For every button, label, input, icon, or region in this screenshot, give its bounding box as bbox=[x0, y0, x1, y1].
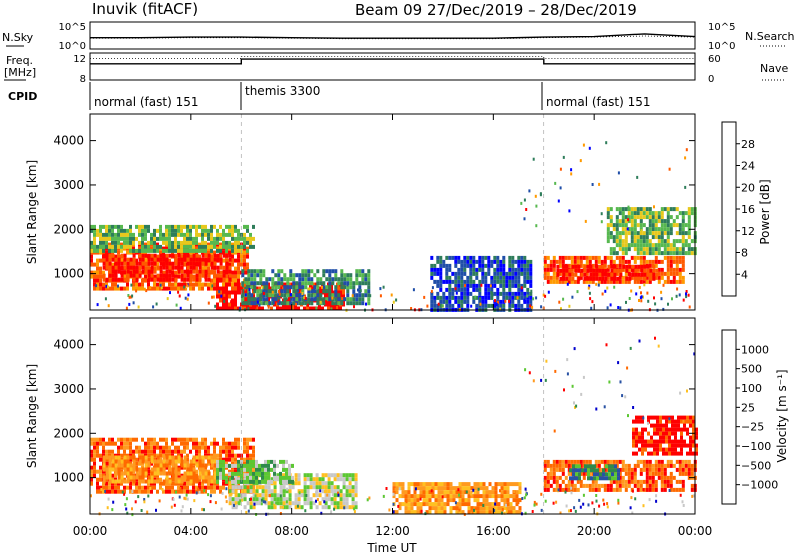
velocity-colorbar-tick-label: −500 bbox=[741, 459, 771, 472]
power-ytick-label: 4000 bbox=[53, 134, 84, 148]
sky-series-nsearch bbox=[90, 35, 696, 40]
nsearch-label: N.Search bbox=[745, 30, 795, 43]
power-colorbar-tick-label: 8 bbox=[741, 247, 748, 260]
time-axis-ticks: 00:00 04:00 08:00 12:00 16:00 20:00 00:00 bbox=[73, 114, 713, 538]
velocity-colorbar-label: Velocity [m s⁻¹] bbox=[775, 369, 789, 462]
velocity-colorbar-tick-label: −100 bbox=[741, 440, 771, 453]
freq-right-top-tick: 60 bbox=[708, 54, 721, 65]
sky-right-top-tick: 10^5 bbox=[708, 22, 735, 33]
velocity-ytick-label: 4000 bbox=[53, 338, 84, 352]
sky-panel-frame bbox=[89, 21, 696, 50]
power-colorbar-tick-label: 24 bbox=[741, 160, 755, 173]
time-tick-label: 00:00 bbox=[678, 524, 713, 538]
cpid-label: CPID bbox=[8, 90, 37, 103]
freq-label-line2: [MHz] bbox=[4, 66, 36, 79]
velocity-region-5 bbox=[543, 459, 697, 492]
time-tick-label: 08:00 bbox=[274, 524, 309, 538]
freq-series-freq bbox=[90, 58, 695, 65]
power-y-axis-label: Slant Range [km] bbox=[25, 160, 39, 264]
power-y-ticks: 1000 2000 3000 4000 bbox=[53, 134, 695, 281]
power-ytick-label: 2000 bbox=[53, 222, 84, 236]
nave-label: Nave bbox=[760, 62, 788, 75]
velocity-ytick-label: 1000 bbox=[53, 471, 84, 485]
freq-panel: Freq. [MHz] 12 8 60 0 Nave bbox=[4, 52, 788, 85]
power-colorbar-frame bbox=[721, 121, 737, 297]
power-colorbar-tick-label: 4 bbox=[741, 268, 748, 281]
power-region-8 bbox=[606, 207, 697, 256]
time-tick-label: 12:00 bbox=[375, 524, 410, 538]
power-colorbar-label: Power [dB] bbox=[758, 179, 772, 244]
power-ytick-label: 3000 bbox=[53, 178, 84, 192]
velocity-colorbar-tick-label: 25 bbox=[741, 401, 755, 414]
velocity-ytick-label: 2000 bbox=[53, 426, 84, 440]
beam-date-title: Beam 09 27/Dec/2019 – 28/Dec/2019 bbox=[355, 1, 637, 19]
power-region-2 bbox=[90, 224, 255, 253]
sky-noise-lines bbox=[90, 33, 696, 40]
power-region-1 bbox=[102, 253, 232, 282]
cpid-segment-3: normal (fast) 151 bbox=[546, 95, 650, 109]
velocity-colorbar-tick-label: −1000 bbox=[741, 479, 778, 492]
time-tick-label: 00:00 bbox=[73, 524, 108, 538]
sky-noise-panel: N.Sky 10^5 10^0 10^5 10^0 N.Search bbox=[2, 21, 795, 52]
freq-left-bottom-tick: 8 bbox=[80, 74, 86, 85]
sky-series-nsky bbox=[90, 33, 696, 39]
cpid-segment-2: themis 3300 bbox=[245, 84, 320, 98]
velocity-colorbar-tick-label: 1000 bbox=[741, 343, 769, 356]
power-ytick-label: 1000 bbox=[53, 267, 84, 281]
velocity-y-axis-label: Slant Range [km] bbox=[25, 364, 39, 468]
power-colorbar-tick-label: 12 bbox=[741, 225, 755, 238]
power-colorbar: 28 24 20 16 12 8 4 bbox=[721, 121, 755, 297]
power-region-7 bbox=[556, 264, 659, 281]
station-title: Inuvik (fitACF) bbox=[92, 0, 198, 18]
freq-right-bottom-tick: 0 bbox=[708, 74, 714, 85]
power-colorbar-tick-label: 28 bbox=[741, 138, 755, 151]
sky-right-bottom-tick: 10^0 bbox=[708, 41, 735, 52]
time-tick-label: 16:00 bbox=[476, 524, 511, 538]
cpid-segment-1: normal (fast) 151 bbox=[94, 95, 198, 109]
freq-series-nave bbox=[90, 56, 695, 59]
velocity-region-1 bbox=[102, 455, 217, 484]
time-axis-label: Time UT bbox=[366, 541, 417, 554]
freq-label-line1: Freq. bbox=[6, 54, 33, 67]
velocity-scatter-specks bbox=[90, 336, 696, 517]
velocity-region-3 bbox=[216, 459, 294, 484]
velocity-colorbar-tick-label: 500 bbox=[741, 363, 762, 376]
time-tick-label: 20:00 bbox=[577, 524, 612, 538]
time-tick-label: 04:00 bbox=[174, 524, 209, 538]
sky-left-bottom-tick: 10^0 bbox=[59, 41, 86, 52]
velocity-heatmap bbox=[90, 318, 698, 517]
power-scatter-specks bbox=[95, 141, 691, 312]
nsky-label: N.Sky bbox=[2, 31, 34, 44]
freq-panel-frame bbox=[89, 52, 696, 81]
power-panel: 1000 2000 3000 4000 Slant Range [km] 28 24 20… bbox=[25, 113, 772, 312]
velocity-colorbar-frame bbox=[721, 329, 737, 505]
cpid-panel: CPID normal (fast) 151 themis 3300 norma… bbox=[8, 82, 650, 110]
velocity-colorbar-tick-label: 100 bbox=[741, 382, 762, 395]
sky-left-top-tick: 10^5 bbox=[59, 22, 86, 33]
power-colorbar-tick-label: 20 bbox=[741, 181, 755, 194]
velocity-colorbar-tick-label: −25 bbox=[741, 421, 764, 434]
power-heatmap bbox=[90, 114, 697, 312]
velocity-region-6 bbox=[569, 464, 620, 481]
velocity-y-ticks: 1000 2000 3000 4000 bbox=[53, 338, 695, 485]
power-colorbar-tick-label: 16 bbox=[741, 203, 755, 216]
freq-nave-lines bbox=[90, 56, 695, 65]
velocity-ytick-label: 3000 bbox=[53, 382, 84, 396]
freq-left-top-tick: 12 bbox=[73, 54, 86, 65]
velocity-colorbar: 1000 500 100 25 −25 −100 −500 −1000 bbox=[721, 329, 778, 505]
velocity-region-7 bbox=[632, 415, 698, 456]
velocity-panel: 1000 2000 3000 4000 Slant Range [km] 1000 50… bbox=[25, 317, 789, 517]
